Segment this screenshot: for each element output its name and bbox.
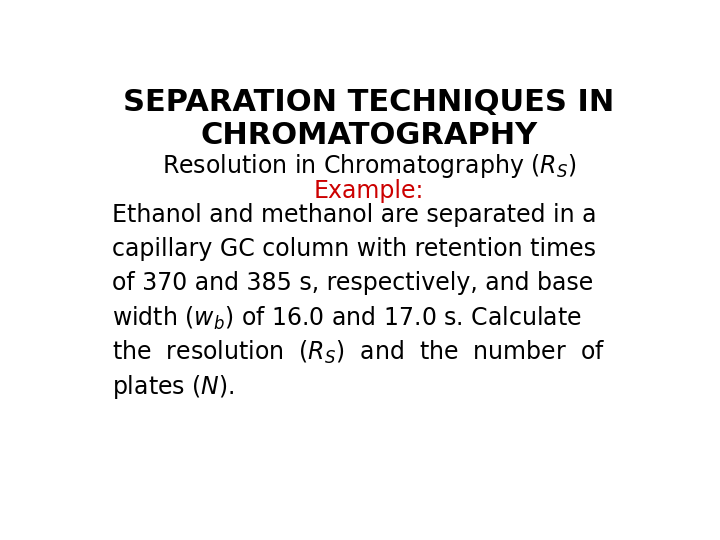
- Text: width ($\mathit{w_b}$) of 16.0 and 17.0 s. Calculate: width ($\mathit{w_b}$) of 16.0 and 17.0 …: [112, 305, 582, 332]
- Text: CHROMATOGRAPHY: CHROMATOGRAPHY: [200, 121, 538, 150]
- Text: of 370 and 385 s, respectively, and base: of 370 and 385 s, respectively, and base: [112, 271, 593, 295]
- Text: Ethanol and methanol are separated in a: Ethanol and methanol are separated in a: [112, 203, 597, 227]
- Text: Example:: Example:: [314, 179, 424, 203]
- Text: SEPARATION TECHNIQUES IN: SEPARATION TECHNIQUES IN: [123, 87, 615, 117]
- Text: capillary GC column with retention times: capillary GC column with retention times: [112, 237, 596, 261]
- Text: plates ($\mathit{N}$).: plates ($\mathit{N}$).: [112, 373, 235, 401]
- Text: Resolution in Chromatography ($\mathit{R_S}$): Resolution in Chromatography ($\mathit{R…: [162, 152, 576, 180]
- Text: the  resolution  ($\mathit{R_S}$)  and  the  number  of: the resolution ($\mathit{R_S}$) and the …: [112, 339, 606, 367]
